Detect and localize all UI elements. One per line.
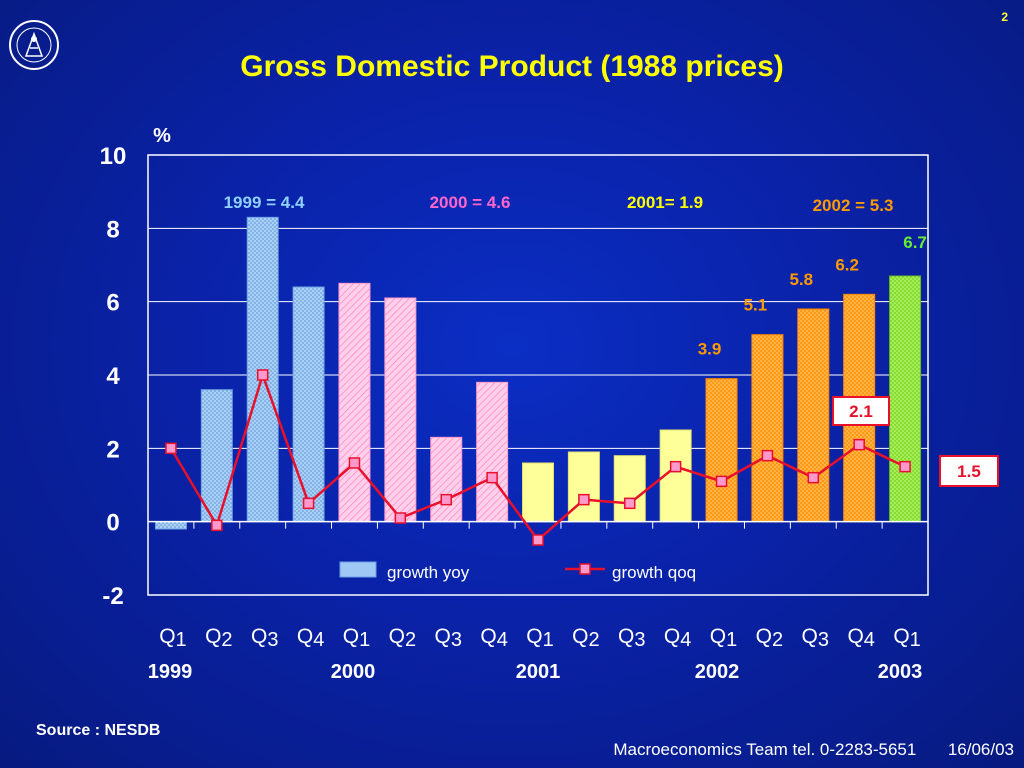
legend: growth yoy growth qoq xyxy=(339,561,696,582)
y-tick-label: 0 xyxy=(106,510,119,537)
zero-axis xyxy=(147,520,929,529)
bar-value-label: 6.2 xyxy=(835,255,859,274)
annual-growth-label: 2001= 1.9 xyxy=(627,193,703,212)
year-label: 1999 xyxy=(148,661,193,683)
bar-value-label: 3.9 xyxy=(698,340,722,359)
legend-swatch-yoy xyxy=(339,561,377,578)
x-tick-label: Q2 xyxy=(756,625,783,651)
qoq-callout-label: 2.1 xyxy=(849,402,873,421)
y-axis-ticks: -2 0 2 4 6 8 10 xyxy=(100,143,127,610)
bar-yoy xyxy=(430,436,463,523)
page-title: Gross Domestic Product (1988 prices) xyxy=(240,50,784,83)
yoy-bars xyxy=(154,216,922,530)
legend-marker-qoq xyxy=(579,563,591,575)
source-note: Source : NESDB xyxy=(36,722,161,739)
bar-value-labels: 3.9 5.1 5.8 6.2 6.7 xyxy=(698,233,927,359)
x-tick-label: Q1 xyxy=(526,625,553,651)
x-tick-label: Q2 xyxy=(205,625,232,651)
qoq-point xyxy=(899,460,911,473)
legend-label-qoq: growth qoq xyxy=(612,563,696,582)
y-tick-label: 2 xyxy=(106,436,119,463)
x-tick-label: Q4 xyxy=(664,625,691,651)
x-tick-label: Q4 xyxy=(480,625,507,651)
year-label: 2002 xyxy=(695,661,740,683)
annual-growth-label: 2002 = 5.3 xyxy=(813,196,894,215)
x-tick-label: Q3 xyxy=(618,625,645,651)
bar-yoy xyxy=(338,282,371,523)
y-tick-label: 6 xyxy=(106,290,119,317)
bar-yoy xyxy=(522,462,554,523)
x-tick-label: Q1 xyxy=(710,625,737,651)
qoq-point xyxy=(715,475,728,488)
x-tick-label: Q3 xyxy=(802,625,829,651)
y-unit-label: % xyxy=(153,125,171,147)
x-tick-label: Q2 xyxy=(572,625,599,651)
bar-yoy xyxy=(613,455,646,523)
footer-team: Macroeconomics Team tel. 0-2283-5651 xyxy=(613,740,917,759)
bar-yoy xyxy=(292,286,325,523)
x-tick-label: Q1 xyxy=(343,625,370,651)
annual-growth-label: 1999 = 4.4 xyxy=(224,193,305,212)
qoq-point xyxy=(761,449,774,462)
x-tick-label: Q1 xyxy=(159,625,186,651)
qoq-point xyxy=(486,471,498,484)
annual-labels: 1999 = 4.4 2000 = 4.6 2001= 1.9 2002 = 5.3 xyxy=(224,193,894,215)
x-tick-label: Q2 xyxy=(389,625,416,651)
bar-yoy xyxy=(797,308,830,523)
qoq-point xyxy=(348,457,361,469)
y-tick-label: 4 xyxy=(106,363,120,390)
x-tick-label: Q4 xyxy=(847,625,874,651)
bar-yoy xyxy=(200,389,233,523)
qoq-point xyxy=(440,493,452,506)
bar-yoy xyxy=(154,521,187,530)
bar-yoy xyxy=(476,381,509,523)
qoq-point xyxy=(578,493,590,506)
qoq-point xyxy=(394,512,407,524)
plot-frame xyxy=(147,154,929,596)
qoq-point xyxy=(165,442,177,455)
bar-value-label: 5.8 xyxy=(789,270,813,289)
annual-growth-label: 2000 = 4.6 xyxy=(430,193,511,212)
qoq-point xyxy=(302,497,315,510)
y-tick-label: 8 xyxy=(106,216,119,243)
footer-date: 16/06/03 xyxy=(947,740,1014,759)
qoq-point xyxy=(211,519,223,532)
qoq-callouts: 2.1 1.5 xyxy=(832,396,999,487)
qoq-callout-box xyxy=(939,455,999,487)
bar-yoy xyxy=(567,451,600,523)
qoq-point xyxy=(669,460,682,473)
legend-label-yoy: growth yoy xyxy=(387,563,470,582)
bar-value-label: 5.1 xyxy=(744,296,768,315)
qoq-line xyxy=(165,369,911,546)
y-tick-label: -2 xyxy=(102,583,123,610)
qoq-point xyxy=(256,369,269,381)
x-tick-label: Q4 xyxy=(297,625,324,651)
qoq-point xyxy=(532,534,544,546)
bar-yoy xyxy=(751,334,784,523)
bar-value-label: 6.7 xyxy=(903,233,927,252)
bar-yoy xyxy=(384,297,417,523)
x-tick-label: Q3 xyxy=(435,625,462,651)
year-label: 2003 xyxy=(878,661,923,683)
x-axis-labels: Q1 Q2 Q3 Q4 Q1 Q2 Q3 Q4 Q1 Q2 Q3 Q4 Q1 Q2 Q3 Q4 Q1 1999 20… xyxy=(148,625,923,683)
x-tick-label: Q3 xyxy=(251,625,278,651)
bar-yoy xyxy=(889,275,922,523)
x-tick-label: Q1 xyxy=(893,625,920,651)
bank-of-thailand-seal-icon xyxy=(9,20,59,70)
slide-number: 2 xyxy=(1001,10,1008,24)
qoq-callout-box xyxy=(832,396,890,426)
bar-yoy xyxy=(705,378,738,523)
qoq-point xyxy=(624,497,636,510)
qoq-callout-label: 1.5 xyxy=(957,462,981,481)
footer: Macroeconomics Team tel. 0-2283-5651 16/… xyxy=(613,740,1014,760)
year-label: 2001 xyxy=(516,661,561,683)
qoq-point xyxy=(853,438,865,451)
year-label: 2000 xyxy=(331,661,376,683)
y-tick-label: 10 xyxy=(100,143,127,170)
qoq-point xyxy=(807,471,820,484)
